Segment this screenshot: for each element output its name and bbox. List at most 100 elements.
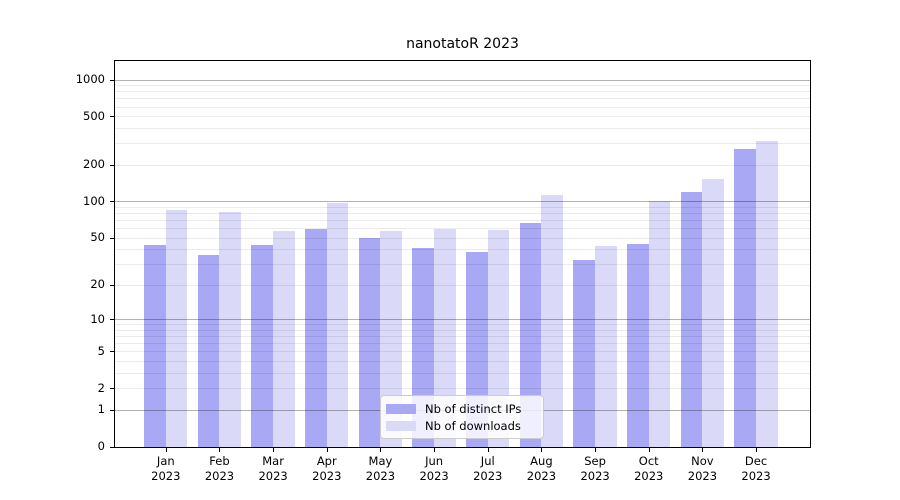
x-axis-tick-label: May 2023: [365, 454, 396, 483]
minor-gridline: [115, 388, 810, 390]
legend-swatch-downloads: [386, 420, 416, 431]
minor-gridline: [115, 106, 810, 108]
y-axis-tick-label: 500: [83, 108, 105, 123]
chart-title: nanotatoR 2023: [406, 36, 519, 52]
x-axis-tick: [380, 448, 382, 452]
y-axis-tick: [110, 409, 114, 411]
minor-gridline: [115, 284, 810, 286]
minor-gridline: [115, 85, 810, 87]
x-axis-tick-label: Dec 2023: [741, 454, 771, 483]
major-gridline: [115, 201, 810, 203]
major-gridline: [115, 79, 810, 81]
x-axis-tick-label: Apr 2023: [312, 454, 342, 483]
x-axis-tick-label: Mar 2023: [258, 454, 288, 483]
y-axis-tick-label: 1: [97, 402, 105, 417]
bar-downloads: [165, 209, 188, 447]
x-axis-tick-label: Aug 2023: [526, 454, 557, 483]
bar-distinct-ips: [358, 238, 381, 447]
legend-swatch-distinct-ips: [386, 403, 416, 414]
legend-row-downloads: Nb of downloads: [386, 418, 534, 433]
bar-downloads: [648, 201, 671, 447]
minor-gridline: [115, 116, 810, 118]
x-axis-tick-label: Feb 2023: [204, 454, 235, 483]
x-axis-tick-label: Nov 2023: [687, 454, 718, 483]
x-axis-tick: [541, 448, 543, 452]
y-axis-tick: [110, 388, 114, 390]
y-axis-tick-label: 1000: [75, 72, 105, 87]
x-axis-tick: [487, 448, 489, 452]
minor-gridline: [115, 128, 810, 130]
minor-gridline: [115, 372, 810, 374]
minor-gridline: [115, 220, 810, 222]
bar-distinct-ips: [519, 222, 542, 447]
minor-gridline: [115, 91, 810, 93]
x-axis-tick-label: Jan 2023: [151, 454, 181, 483]
bar-distinct-ips: [251, 244, 274, 447]
bar-downloads: [326, 203, 349, 447]
minor-gridline: [115, 206, 810, 208]
y-axis-tick: [110, 164, 114, 166]
y-axis-tick-label: 2: [97, 380, 105, 395]
minor-gridline: [115, 324, 810, 326]
bar-downloads: [487, 229, 510, 447]
y-axis-tick: [110, 319, 114, 321]
bar-distinct-ips: [197, 255, 220, 447]
y-axis-tick: [110, 284, 114, 286]
bar-distinct-ips: [734, 149, 757, 447]
bar-downloads: [434, 228, 456, 447]
minor-gridline: [115, 329, 810, 331]
y-axis-tick-label: 100: [83, 193, 105, 208]
bar-downloads: [380, 231, 403, 447]
legend-row-distinct-ips: Nb of distinct IPs: [386, 401, 534, 416]
x-axis-tick: [756, 448, 758, 452]
chart-legend: Nb of distinct IPs Nb of downloads: [380, 395, 544, 439]
minor-gridline: [115, 143, 810, 145]
bar-distinct-ips: [627, 243, 649, 447]
x-axis-tick: [434, 448, 436, 452]
legend-label-downloads: Nb of downloads: [425, 418, 521, 433]
y-axis-tick-label: 20: [90, 277, 105, 292]
y-axis-tick: [110, 116, 114, 118]
y-axis-tick-label: 0: [97, 439, 105, 453]
minor-gridline: [115, 351, 810, 353]
bar-downloads: [702, 179, 725, 447]
x-axis-tick: [165, 448, 167, 452]
bar-downloads: [756, 141, 778, 447]
minor-gridline: [115, 336, 810, 338]
y-axis-tick-label: 10: [90, 311, 105, 326]
legend-label-distinct-ips: Nb of distinct IPs: [425, 401, 522, 416]
x-axis-tick-label: Sep 2023: [580, 454, 610, 483]
bar-downloads: [541, 194, 564, 447]
y-axis-tick: [110, 237, 114, 239]
x-axis-tick: [219, 448, 221, 452]
y-axis-tick: [110, 79, 114, 81]
x-axis-tick: [648, 448, 650, 452]
minor-gridline: [115, 164, 810, 166]
y-axis-tick: [110, 201, 114, 203]
x-axis-tick: [702, 448, 704, 452]
minor-gridline: [115, 98, 810, 100]
y-axis-tick-label: 5: [97, 343, 105, 358]
minor-gridline: [115, 343, 810, 345]
y-axis-tick: [110, 351, 114, 353]
minor-gridline: [115, 264, 810, 266]
bar-downloads: [219, 211, 242, 447]
y-axis-tick: [110, 446, 114, 448]
minor-gridline: [115, 237, 810, 239]
minor-gridline: [115, 213, 810, 215]
bar-distinct-ips: [680, 192, 703, 447]
x-axis-tick: [326, 448, 328, 452]
bar-distinct-ips: [573, 259, 596, 447]
major-gridline: [115, 319, 810, 321]
x-axis-tick: [273, 448, 275, 452]
minor-gridline: [115, 361, 810, 363]
minor-gridline: [115, 228, 810, 230]
y-axis-tick-label: 200: [83, 157, 105, 172]
plot-area: Nb of distinct IPs Nb of downloads 1000 5…: [76, 60, 811, 483]
bar-distinct-ips: [144, 244, 166, 447]
x-axis-tick-label: Jun 2023: [419, 454, 449, 483]
minor-gridline: [115, 249, 810, 251]
bar-downloads: [273, 231, 295, 447]
bar-downloads: [595, 246, 617, 447]
